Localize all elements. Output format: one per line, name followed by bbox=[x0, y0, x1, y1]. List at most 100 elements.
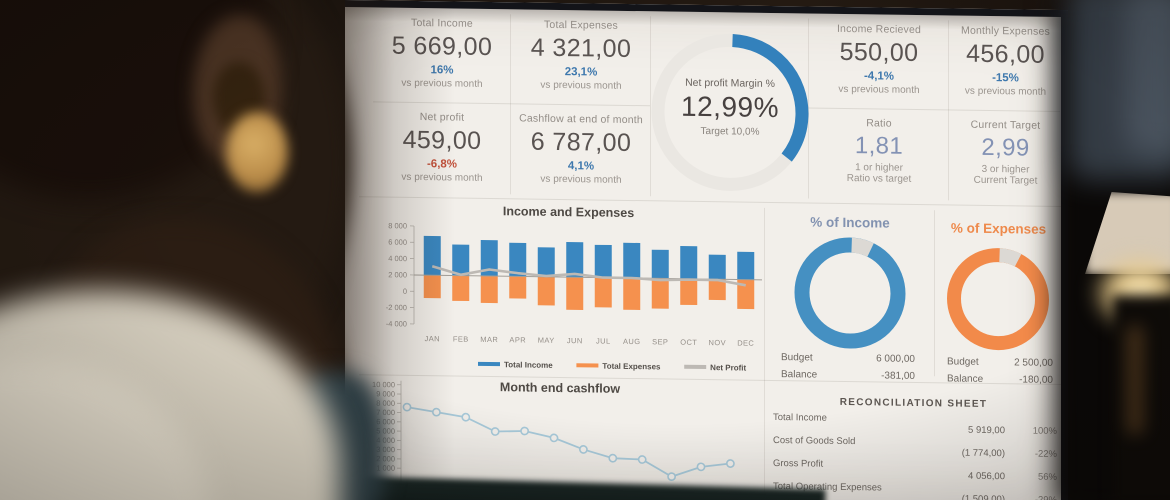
svg-text:JUL: JUL bbox=[596, 337, 611, 346]
svg-text:Net Profit: Net Profit bbox=[710, 363, 746, 373]
kpi-card-ratio: Ratio 1,81 1 or higher Ratio vs target bbox=[809, 110, 949, 185]
svg-text:MAR: MAR bbox=[480, 335, 498, 344]
gauge-target: Target 10,0% bbox=[700, 125, 760, 138]
monitor-bezel-right bbox=[1061, 9, 1068, 500]
kpi-card-cashflow-end-of-month: Cashflow at end of month 6 787,00 4,1% v… bbox=[511, 106, 651, 186]
kpi-title: Income Recieved bbox=[836, 22, 922, 37]
income-expenses-chart-card: Income and Expenses 8 000 6 000 4 000 2 000… bbox=[372, 196, 765, 379]
right-background bbox=[1056, 0, 1170, 500]
svg-text:Total Income: Total Income bbox=[504, 360, 553, 370]
gauge-label: Net profit Margin % bbox=[685, 76, 775, 91]
svg-text:AUG: AUG bbox=[623, 337, 640, 346]
svg-text:2 000: 2 000 bbox=[376, 454, 395, 463]
svg-text:DEC: DEC bbox=[737, 338, 754, 347]
svg-text:2 000: 2 000 bbox=[388, 270, 407, 279]
kpi-card-current-target: Current Target 2,99 3 or higher Current … bbox=[949, 112, 1062, 187]
svg-text:FEB: FEB bbox=[453, 335, 469, 344]
svg-text:4 000: 4 000 bbox=[376, 436, 395, 445]
row-amount: 4 056,00 bbox=[968, 470, 1005, 483]
kpi-note: vs previous month bbox=[540, 173, 622, 186]
svg-text:9 000: 9 000 bbox=[376, 389, 395, 398]
svg-text:APR: APR bbox=[509, 335, 526, 344]
kpi-card-total-expenses: Total Expenses 4 321,00 23,1% vs previou… bbox=[511, 12, 651, 92]
gold-earring bbox=[226, 112, 288, 192]
kpi-value: 4 321,00 bbox=[530, 33, 632, 63]
gauge-text: Net profit Margin % 12,99% Target 10,0% bbox=[651, 76, 809, 138]
kpi-title: Total Expenses bbox=[543, 18, 618, 32]
svg-text:4 000: 4 000 bbox=[388, 254, 407, 263]
kpi-note: vs previous month bbox=[540, 79, 622, 92]
kpi-value: 2,99 bbox=[981, 133, 1030, 162]
svg-text:0: 0 bbox=[403, 287, 407, 296]
kpi-card-total-income: Total Income 5 669,00 16% vs previous mo… bbox=[373, 10, 511, 90]
pct-of-income-donut-chart bbox=[794, 237, 906, 349]
svg-text:OCT: OCT bbox=[680, 338, 697, 347]
svg-text:-4 000: -4 000 bbox=[386, 319, 407, 328]
budget-value: 2 500,00 bbox=[1014, 357, 1053, 369]
kpi-delta: 23,1% bbox=[564, 66, 598, 79]
person-shoulder bbox=[0, 290, 340, 500]
person-head-silhouette bbox=[0, 0, 350, 430]
balance-value: -180,00 bbox=[1019, 374, 1053, 386]
kpi-value: 6 787,00 bbox=[530, 127, 632, 157]
kpi-note: Ratio vs target bbox=[846, 173, 912, 185]
svg-text:3 000: 3 000 bbox=[376, 445, 395, 454]
kpi-delta: 16% bbox=[430, 64, 454, 77]
kpi-note: vs previous month bbox=[838, 83, 920, 97]
kpi-note: vs previous month bbox=[401, 171, 483, 184]
svg-text:JAN: JAN bbox=[425, 334, 440, 343]
balance-label: Balance bbox=[781, 369, 818, 381]
kpi-delta: -6,8% bbox=[426, 158, 458, 171]
svg-text:Total Expenses: Total Expenses bbox=[602, 362, 661, 372]
kpi-delta: -4,1% bbox=[863, 70, 895, 83]
row-amount: (1 774,00) bbox=[961, 447, 1005, 460]
gauge-donut-chart bbox=[651, 33, 809, 191]
gauge-value: 12,99% bbox=[681, 90, 779, 124]
svg-text:7 000: 7 000 bbox=[376, 408, 395, 417]
table-row: Total Operating Expenses(1 509,00)-29% bbox=[773, 481, 1057, 500]
reconciliation-sheet-card: RECONCILIATION SHEET Total Income 5 919,0… bbox=[765, 382, 1062, 500]
month-end-cashflow-card: Month end cashflow 10 000 9 000 8 000 7 000… bbox=[357, 376, 763, 500]
lamp-stem-reflection bbox=[1126, 325, 1144, 435]
kpi-card-net-profit: Net profit 459,00 -6,8% vs previous mont… bbox=[373, 104, 511, 184]
budget-label: Budget bbox=[781, 352, 813, 364]
balance-value: -381,00 bbox=[881, 370, 915, 382]
svg-text:MAY: MAY bbox=[538, 336, 555, 345]
kpi-title: Monthly Expenses bbox=[961, 24, 1050, 38]
row-percent: 100% bbox=[1032, 425, 1057, 437]
ear-inner-shadow bbox=[213, 62, 265, 134]
kpi-title: Current Target bbox=[970, 118, 1041, 132]
person-shoulder-highlight bbox=[0, 360, 210, 500]
svg-text:6 000: 6 000 bbox=[376, 417, 395, 426]
kpi-delta: -15% bbox=[992, 72, 1019, 85]
kpi-value: 456,00 bbox=[966, 39, 1045, 69]
kpi-value: 5 669,00 bbox=[391, 31, 493, 62]
pct-of-income-card: % of Income Budget 6 000,00 Balance -381… bbox=[765, 202, 935, 382]
kpi-delta: 4,1% bbox=[567, 160, 595, 173]
desk-lamp-body bbox=[1112, 295, 1170, 500]
row-percent: 56% bbox=[1037, 471, 1057, 483]
monitor-screen: Total Income 5 669,00 16% vs previous mo… bbox=[345, 0, 1068, 500]
row-percent: -22% bbox=[1034, 448, 1057, 460]
reconciliation-table: Total Income 5 919,00 100% Cost of Goods So… bbox=[773, 412, 1057, 500]
svg-text:6 000: 6 000 bbox=[388, 238, 407, 247]
pct-of-expenses-donut-chart bbox=[947, 248, 1049, 351]
svg-text:NOV: NOV bbox=[709, 338, 726, 347]
chart-title: % of Income bbox=[810, 214, 890, 231]
kpi-title: Total Income bbox=[411, 16, 473, 30]
window-blur bbox=[1125, 0, 1170, 155]
svg-text:SEP: SEP bbox=[652, 337, 668, 346]
kpi-note: Current Target bbox=[973, 174, 1038, 187]
kpi-value: 1,81 bbox=[854, 132, 904, 160]
person-neck bbox=[40, 220, 340, 500]
kpi-card-monthly-expenses: Monthly Expenses 456,00 -15% vs previous… bbox=[949, 18, 1062, 98]
net-profit-margin-gauge-card: Net profit Margin % 12,99% Target 10,0% bbox=[651, 14, 809, 202]
row-amount: 5 919,00 bbox=[968, 424, 1005, 437]
chart-title: % of Expenses bbox=[950, 220, 1047, 237]
kpi-value: 550,00 bbox=[839, 37, 919, 68]
person-ear bbox=[193, 15, 281, 165]
svg-text:1 000: 1 000 bbox=[376, 463, 395, 472]
lamp-glow bbox=[1095, 258, 1170, 328]
kpi-title: Cashflow at end of month bbox=[519, 112, 643, 127]
